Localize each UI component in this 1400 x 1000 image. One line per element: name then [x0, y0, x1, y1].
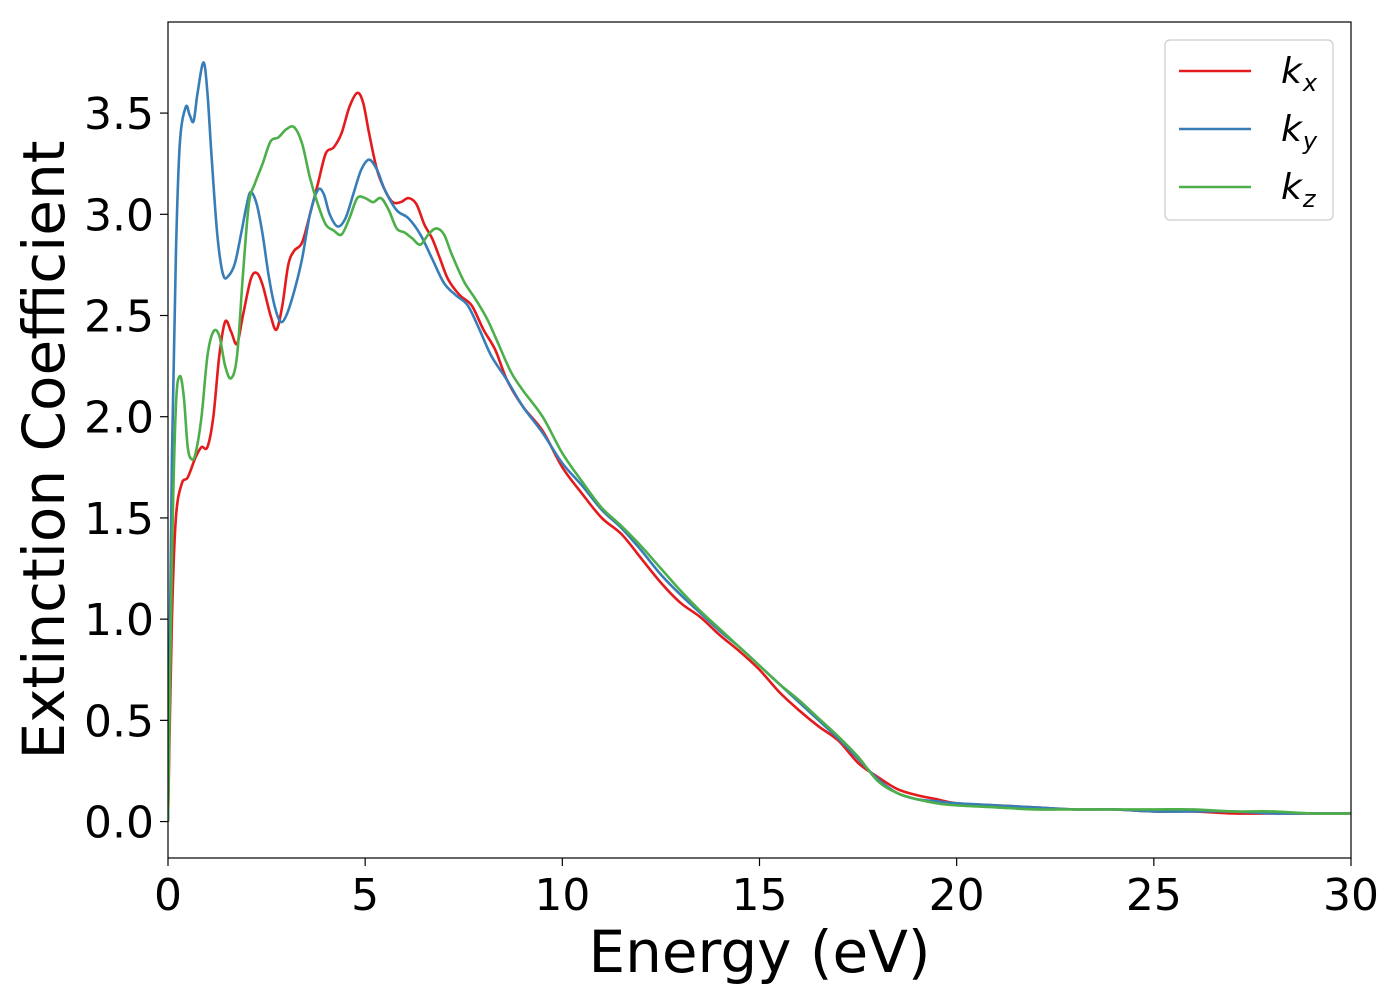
y-tick-label: 3.0	[84, 190, 154, 241]
y-axis-label: Extinction Coefficient	[10, 141, 78, 760]
y-tick-label: 1.5	[84, 494, 154, 545]
legend-label-kx: kx	[1281, 51, 1318, 97]
series-line-kz	[168, 125, 1351, 822]
legend-label-kz: kz	[1281, 167, 1317, 213]
y-axis-ticks: 0.0 0.5 1.0 1.5 2.0 2.5 3.0 3.5	[84, 89, 168, 849]
y-tick-label: 2.0	[84, 393, 154, 444]
x-tick-label: 10	[534, 870, 590, 921]
y-tick-label: 2.5	[84, 292, 154, 343]
x-axis-ticks: 0 5 10 15 20 25 30	[154, 858, 1379, 921]
y-tick-label: 3.5	[84, 89, 154, 140]
x-tick-label: 20	[929, 870, 985, 921]
y-tick-label: 0.5	[84, 696, 154, 747]
x-tick-label: 25	[1126, 870, 1182, 921]
legend-label-ky: ky	[1281, 109, 1318, 155]
series-lines	[168, 61, 1351, 822]
x-tick-label: 0	[154, 870, 182, 921]
y-tick-label: 1.0	[84, 595, 154, 646]
x-tick-label: 30	[1323, 870, 1379, 921]
legend: kx ky kz	[1164, 39, 1334, 221]
y-tick-label: 0.0	[84, 798, 154, 849]
x-tick-label: 15	[732, 870, 788, 921]
x-axis-label: Energy (eV)	[588, 918, 930, 986]
x-tick-label: 5	[351, 870, 379, 921]
